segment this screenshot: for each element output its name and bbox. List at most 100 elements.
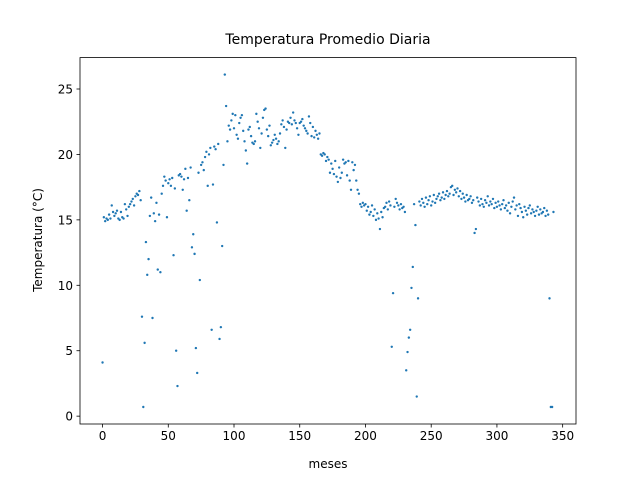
point [541, 210, 545, 214]
point [332, 172, 336, 176]
point [101, 361, 104, 364]
point [359, 202, 362, 206]
point [239, 116, 242, 119]
point [153, 219, 157, 223]
point [310, 134, 313, 138]
point [185, 209, 188, 212]
point [249, 134, 253, 138]
point [461, 192, 464, 195]
point [456, 187, 459, 190]
point [445, 189, 449, 193]
point [506, 209, 509, 212]
point [157, 213, 161, 216]
point [178, 172, 182, 176]
point [418, 200, 421, 203]
point [318, 132, 321, 135]
point [502, 199, 505, 202]
point [476, 196, 479, 199]
point [214, 148, 217, 151]
point [123, 202, 127, 206]
point [176, 384, 179, 388]
point [495, 205, 499, 208]
point [266, 134, 270, 138]
point [464, 200, 467, 203]
x-tick-label: 200 [354, 429, 377, 443]
point [194, 346, 198, 350]
point [174, 349, 178, 352]
point [182, 178, 186, 181]
point [473, 231, 476, 235]
point [209, 146, 212, 150]
point [532, 210, 535, 214]
point [128, 202, 132, 206]
point [125, 208, 128, 211]
point [180, 175, 183, 178]
y-tick-label: 10 [58, 279, 73, 293]
point [339, 176, 342, 180]
point [328, 171, 332, 174]
point [427, 199, 430, 202]
x-tick-label: 350 [551, 429, 574, 443]
point [115, 209, 119, 212]
point [406, 350, 409, 354]
point [482, 205, 485, 208]
point [248, 125, 251, 129]
point [245, 162, 249, 165]
point [260, 132, 263, 135]
point [469, 195, 472, 198]
point [550, 405, 554, 409]
point [486, 195, 489, 198]
point [242, 129, 245, 133]
point [415, 395, 418, 398]
point [535, 209, 538, 212]
point [402, 205, 405, 208]
point [436, 195, 439, 198]
point [270, 141, 274, 144]
point [168, 178, 171, 181]
x-tick-label: 150 [288, 429, 311, 443]
point [211, 183, 215, 186]
point [410, 286, 413, 290]
point [477, 200, 480, 203]
point [290, 123, 294, 126]
point [378, 227, 382, 231]
point [527, 206, 530, 210]
point [422, 201, 425, 205]
point [465, 193, 468, 197]
point [483, 199, 487, 202]
point [288, 121, 291, 125]
point [106, 218, 110, 222]
point [110, 204, 113, 207]
point [424, 196, 428, 199]
point [227, 124, 230, 127]
point [543, 206, 546, 210]
x-tick-label: 50 [161, 429, 176, 443]
point [277, 140, 280, 143]
point [149, 196, 153, 199]
point [356, 188, 359, 191]
point [361, 201, 365, 205]
point [435, 197, 438, 201]
point [373, 208, 376, 211]
point [512, 196, 516, 199]
point [390, 345, 393, 348]
point [503, 206, 507, 210]
point [394, 197, 397, 201]
point [223, 73, 227, 76]
point [189, 166, 192, 169]
point [369, 210, 372, 214]
point [284, 146, 287, 150]
point [268, 124, 271, 127]
point [114, 212, 117, 215]
point [160, 192, 163, 195]
point [147, 257, 150, 261]
point [139, 199, 142, 202]
point [364, 202, 367, 206]
point [144, 240, 148, 244]
point [164, 179, 167, 182]
point [420, 197, 424, 201]
point [131, 197, 134, 201]
point [280, 123, 283, 126]
point [457, 195, 461, 198]
point [355, 179, 358, 182]
